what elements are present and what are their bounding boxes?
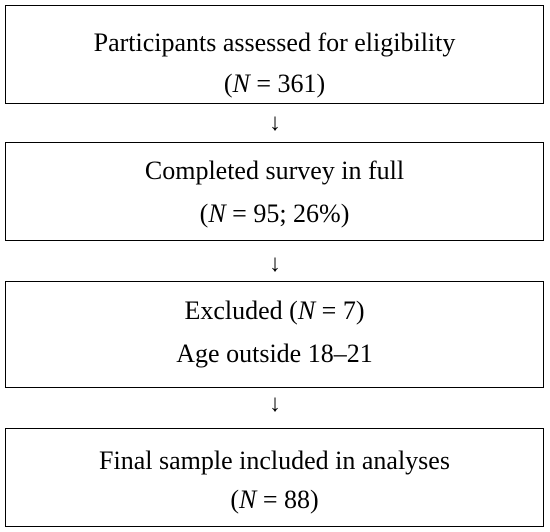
box-title: Excluded (N = 7) [184, 296, 365, 325]
flow-box-assessed: Participants assessed for eligibility (N… [5, 5, 544, 104]
box-title: Completed survey in full [144, 156, 405, 185]
box-count: (N = 361) [223, 69, 326, 98]
down-arrow-icon: ↓ [269, 110, 281, 136]
box-count: (N = 88) [230, 485, 319, 514]
box-count: (N = 95; 26%) [199, 199, 350, 228]
flow-box-final-sample: Final sample included in analyses (N = 8… [5, 428, 544, 527]
down-arrow-icon: ↓ [269, 391, 281, 417]
flow-box-excluded: Excluded (N = 7) Age outside 18–21 [5, 281, 544, 388]
box-title: Participants assessed for eligibility [93, 28, 456, 57]
box-reason: Age outside 18–21 [176, 339, 373, 368]
down-arrow-icon: ↓ [269, 251, 281, 277]
box-title: Final sample included in analyses [99, 446, 450, 475]
flow-box-completed: Completed survey in full (N = 95; 26%) [5, 142, 544, 241]
